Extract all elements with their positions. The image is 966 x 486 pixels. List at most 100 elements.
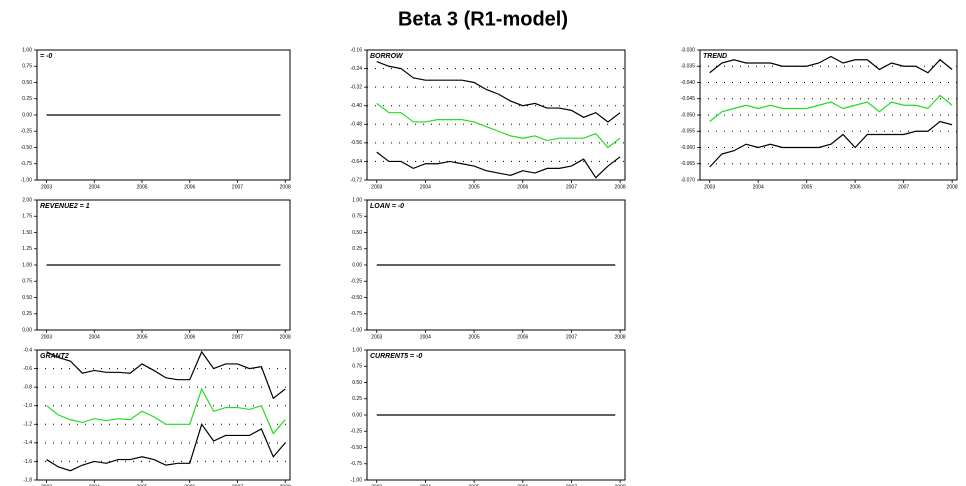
y-tick-label: -0.16: [351, 47, 363, 53]
series-line: [709, 94, 953, 122]
series-line: [376, 102, 621, 149]
panel: 1.00 0.75 0.50 0.25 0.00 -0.25 -0.50 -0.75 -1.00…: [351, 347, 626, 486]
x-tick-label: 2007: [232, 184, 243, 190]
x-tick-label: 2005: [136, 484, 147, 486]
x-tick-label: 2004: [420, 484, 431, 486]
y-tick-label: 0.25: [22, 311, 32, 317]
y-tick-label: -0.070: [681, 177, 695, 183]
x-tick-label: 2005: [469, 334, 480, 340]
y-tick-label: -0.25: [351, 429, 363, 435]
y-tick-label: -0.48: [351, 122, 363, 128]
x-tick-label: 2004: [89, 484, 100, 486]
y-tick-label: -0.045: [681, 96, 695, 102]
y-tick-label: 1.75: [22, 214, 32, 220]
x-tick-label: 2004: [420, 184, 431, 190]
y-tick-label: 0.75: [352, 364, 362, 370]
series-line: [709, 120, 953, 168]
x-tick-label: 2005: [469, 184, 480, 190]
x-tick-label: 2007: [232, 484, 243, 486]
y-tick-label: 0.00: [352, 262, 362, 268]
y-tick-label: 0.75: [22, 279, 32, 285]
y-tick-label: -1.4: [23, 440, 32, 446]
panel: -0.4 -0.6 -0.8 -1.0 -1.2 -1.4 -1.6 -1.8 2003 2004…: [23, 347, 291, 486]
panel: -0.16 -0.24 -0.32 -0.40 -0.48 -0.56 -0.64 -0.72…: [351, 47, 626, 190]
figure-title: Beta 3 (R1-model): [398, 8, 568, 30]
panel-label: REVENUE2 = 1: [40, 203, 90, 210]
y-tick-label: -0.56: [351, 140, 363, 146]
y-tick-label: -0.64: [351, 159, 363, 165]
x-tick-label: 2003: [41, 334, 52, 340]
x-tick-label: 2006: [184, 334, 195, 340]
y-tick-label: 0.00: [352, 412, 362, 418]
x-tick-label: 2008: [615, 184, 626, 190]
y-tick-label: -0.065: [681, 161, 695, 167]
y-tick-label: 0.25: [22, 96, 32, 102]
series-line: [46, 387, 286, 435]
x-tick-label: 2006: [517, 184, 528, 190]
x-tick-label: 2008: [615, 484, 626, 486]
x-tick-label: 2005: [136, 184, 147, 190]
x-tick-label: 2005: [136, 334, 147, 340]
panel-label: CURRENT5 = -0: [370, 353, 422, 360]
panel: 1.00 0.75 0.50 0.25 0.00 -0.25 -0.50 -0.75 -1.00…: [351, 197, 626, 340]
x-tick-label: 2003: [371, 484, 382, 486]
y-tick-label: -1.0: [23, 403, 32, 409]
series-line: [376, 151, 621, 179]
x-tick-label: 2008: [280, 334, 291, 340]
y-tick-label: 0.25: [352, 396, 362, 402]
panel: -0.030 -0.035 -0.040 -0.045 -0.050 -0.055 -0.0…: [681, 47, 958, 190]
x-tick-label: 2004: [753, 184, 764, 190]
panel-label: LOAN = -0: [370, 203, 404, 210]
y-tick-label: 0.50: [22, 295, 32, 301]
x-tick-label: 2006: [517, 484, 528, 486]
y-tick-label: 0.50: [22, 80, 32, 86]
x-tick-label: 2004: [89, 184, 100, 190]
x-tick-label: 2005: [801, 184, 812, 190]
y-tick-label: -1.00: [21, 177, 33, 183]
y-tick-label: -1.6: [23, 459, 32, 465]
y-tick-label: -0.75: [351, 461, 363, 467]
x-tick-label: 2007: [898, 184, 909, 190]
y-tick-label: 1.00: [352, 347, 362, 353]
y-tick-label: 0.25: [352, 246, 362, 252]
y-tick-label: -1.00: [351, 477, 363, 483]
y-tick-label: -0.6: [23, 366, 32, 372]
y-tick-label: -0.24: [351, 66, 363, 72]
y-tick-label: 0.75: [22, 64, 32, 70]
x-tick-label: 2006: [850, 184, 861, 190]
x-tick-label: 2007: [232, 334, 243, 340]
x-tick-label: 2008: [947, 184, 958, 190]
y-tick-label: -0.055: [681, 129, 695, 135]
x-tick-label: 2008: [280, 184, 291, 190]
series-line: [46, 422, 286, 472]
x-tick-label: 2003: [41, 484, 52, 486]
y-tick-label: 1.50: [22, 230, 32, 236]
y-tick-label: -0.72: [351, 177, 363, 183]
x-tick-label: 2004: [89, 334, 100, 340]
x-tick-label: 2007: [566, 334, 577, 340]
x-tick-label: 2006: [184, 184, 195, 190]
y-tick-label: -0.4: [23, 347, 32, 353]
y-tick-label: -1.8: [23, 477, 32, 483]
series-line: [709, 55, 953, 74]
series-line: [46, 350, 286, 400]
panel-label: GRANT2: [40, 353, 69, 360]
y-tick-label: 0.50: [352, 230, 362, 236]
y-tick-label: 1.00: [22, 262, 32, 268]
x-tick-label: 2006: [517, 334, 528, 340]
y-tick-label: -1.00: [351, 327, 363, 333]
x-tick-label: 2007: [566, 184, 577, 190]
y-tick-label: -0.8: [23, 384, 32, 390]
y-tick-label: 1.00: [22, 47, 32, 53]
y-tick-label: -0.030: [681, 47, 695, 53]
x-tick-label: 2006: [184, 484, 195, 486]
x-tick-label: 2003: [704, 184, 715, 190]
x-tick-label: 2005: [469, 484, 480, 486]
panel: 2.00 1.75 1.50 1.25 1.00 0.75 0.50 0.25 0.00 2003…: [22, 197, 291, 340]
y-tick-label: -0.75: [21, 161, 33, 167]
y-tick-label: -0.25: [21, 129, 33, 135]
y-tick-label: 2.00: [22, 197, 32, 203]
y-tick-label: -0.32: [351, 84, 363, 90]
panel-label: TREND: [703, 53, 727, 60]
